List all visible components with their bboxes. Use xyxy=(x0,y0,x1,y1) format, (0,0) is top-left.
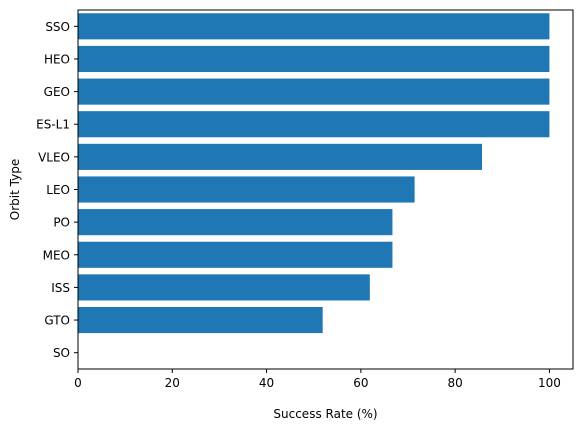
bar-iss xyxy=(78,274,370,301)
bars-group xyxy=(78,13,550,334)
y-tick-label: MEO xyxy=(43,248,70,262)
bar-geo xyxy=(78,78,550,105)
x-tick-label: 100 xyxy=(538,376,561,390)
y-tick-label: LEO xyxy=(46,183,70,197)
y-tick-label: PO xyxy=(53,216,70,230)
bar-vleo xyxy=(78,143,483,170)
y-tick-label: SO xyxy=(53,346,70,360)
y-tick-label: GTO xyxy=(44,314,70,328)
x-tick-label: 60 xyxy=(353,376,368,390)
bar-gto xyxy=(78,306,323,334)
y-tick-label: ES-L1 xyxy=(36,118,70,132)
bar-es-l1 xyxy=(78,111,550,138)
bar-heo xyxy=(78,45,550,73)
y-axis-label: Orbit Type xyxy=(8,159,22,220)
x-axis-label: Success Rate (%) xyxy=(273,407,377,421)
plot-frame xyxy=(77,9,574,370)
y-tick-label: ISS xyxy=(51,281,70,295)
y-tick-label: HEO xyxy=(44,52,70,66)
x-tick-label: 40 xyxy=(259,376,274,390)
y-axis-ticks: SSO HEO GEO ES-L1 VLEO LEO PO MEO ISS GTO SO xyxy=(36,20,78,360)
bar-leo xyxy=(78,176,415,203)
x-tick-label: 20 xyxy=(165,376,180,390)
x-tick-label: 0 xyxy=(74,376,82,390)
x-axis-ticks: 0 20 40 60 80 100 xyxy=(74,369,561,390)
bar-sso xyxy=(78,13,550,40)
bar-po xyxy=(78,209,393,236)
y-tick-label: GEO xyxy=(44,85,70,99)
y-tick-label: SSO xyxy=(45,20,70,34)
x-tick-label: 80 xyxy=(448,376,463,390)
bar-meo xyxy=(78,241,393,268)
y-tick-label: VLEO xyxy=(38,150,70,164)
